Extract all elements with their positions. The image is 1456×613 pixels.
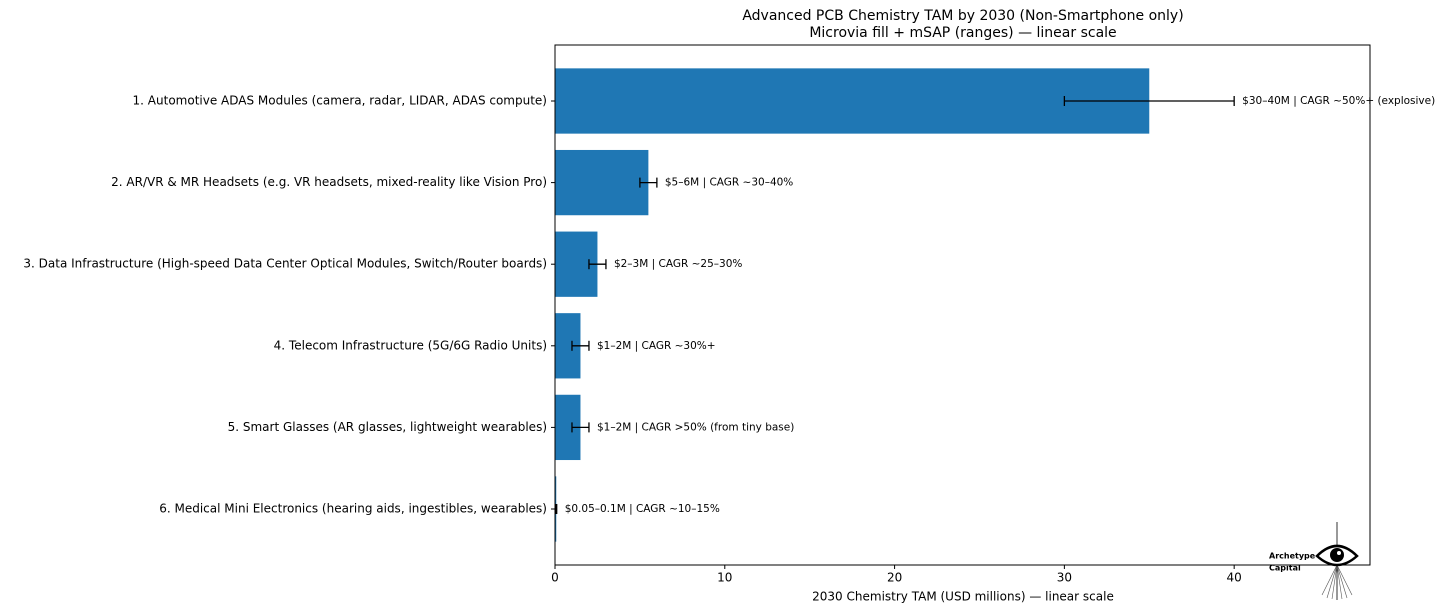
plot-frame	[554, 44, 1371, 566]
x-tick-label: 30	[1057, 571, 1072, 585]
data-label: $1–2M | CAGR ~30%+	[597, 340, 716, 352]
chart-title: Advanced PCB Chemistry TAM by 2030 (Non-…	[742, 8, 1183, 24]
error-bar	[571, 422, 590, 433]
x-tick-label: 40	[1227, 571, 1242, 585]
data-label: $2–3M | CAGR ~25–30%	[614, 258, 742, 270]
bar	[555, 68, 1150, 134]
x-axis-label: 2030 Chemistry TAM (USD millions) — line…	[812, 590, 1114, 604]
x-tick-label: 10	[717, 571, 732, 585]
data-label: $5–6M | CAGR ~30–40%	[665, 177, 793, 189]
error-bar	[639, 177, 658, 188]
chart-subtitle: Microvia fill + mSAP (ranges) — linear s…	[809, 25, 1116, 41]
bar	[555, 149, 649, 216]
error-bar	[555, 504, 558, 514]
x-tick-label: 0	[551, 571, 559, 585]
y-tick-label: 5. Smart Glasses (AR glasses, lightweigh…	[228, 420, 547, 434]
logo-text: Capital	[1269, 564, 1301, 573]
logo: Archetype Capital	[1269, 522, 1359, 600]
data-label: $0.05–0.1M | CAGR ~10–15%	[565, 503, 720, 515]
y-tick-label: 2. AR/VR & MR Headsets (e.g. VR headsets…	[111, 175, 547, 189]
y-tick-label: 6. Medical Mini Electronics (hearing aid…	[159, 502, 547, 516]
data-label: $30–40M | CAGR ~50%+ (explosive)	[1242, 95, 1435, 107]
y-tick-label: 4. Telecom Infrastructure (5G/6G Radio U…	[274, 338, 547, 352]
logo-text: Archetype	[1269, 552, 1316, 561]
error-bar	[1063, 96, 1235, 106]
error-bar	[571, 340, 590, 351]
x-tick-label: 20	[887, 571, 902, 585]
data-label: $1–2M | CAGR >50% (from tiny base)	[597, 421, 794, 433]
y-tick-label: 1. Automotive ADAS Modules (camera, rada…	[133, 94, 547, 108]
y-tick-label: 3. Data Infrastructure (High-speed Data …	[23, 257, 547, 271]
error-bar	[588, 259, 607, 270]
